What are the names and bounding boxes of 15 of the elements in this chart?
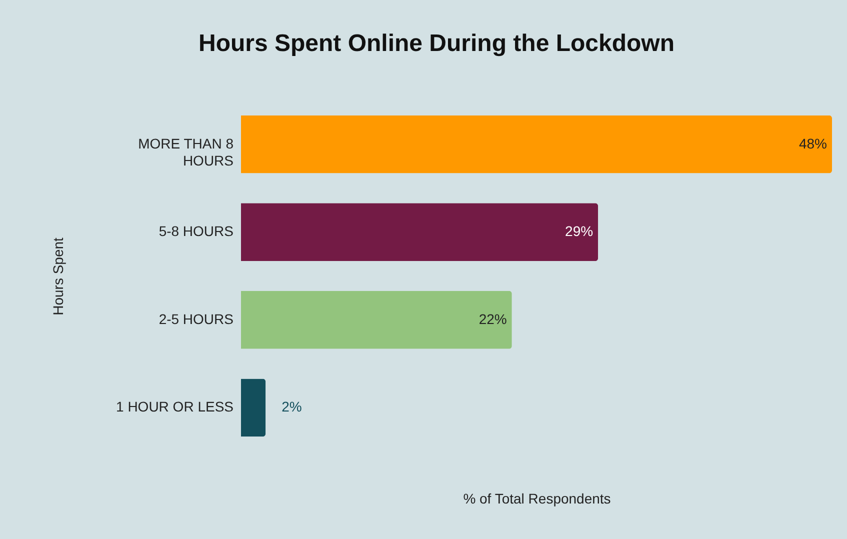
data-label: 22%	[478, 310, 507, 327]
data-label: 2%	[282, 398, 302, 415]
y-tick-label: MORE THAN 8 HOURS	[138, 135, 234, 168]
bar	[241, 290, 512, 349]
bar	[241, 203, 598, 262]
y-tick-label: 5-8 HOURS	[158, 223, 234, 240]
y-tick-label: 1 HOUR OR LESS	[116, 398, 234, 415]
data-label: 48%	[798, 135, 827, 152]
data-label: 29%	[565, 223, 594, 240]
bar	[241, 378, 266, 437]
bar	[241, 115, 832, 174]
x-axis-title: % of Total Respondents	[463, 490, 611, 506]
chart-title: Hours Spent Online During the Lockdown	[198, 30, 675, 57]
y-axis-title: Hours Spent	[50, 237, 66, 316]
y-tick-label: 2-5 HOURS	[158, 310, 234, 327]
